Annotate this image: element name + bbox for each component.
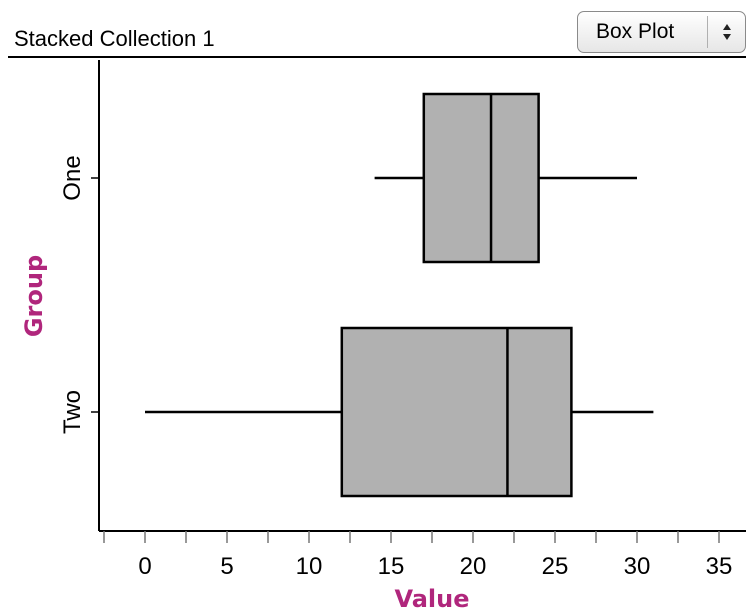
box-one xyxy=(422,92,540,264)
x-tick-label: 15 xyxy=(378,553,405,580)
x-tick-label: 20 xyxy=(460,553,487,580)
x-tick-label: 30 xyxy=(624,553,651,580)
x-tick-label: 10 xyxy=(296,553,323,580)
y-category-label: Two xyxy=(59,390,86,434)
x-tick-label: 25 xyxy=(542,553,569,580)
x-tick-label: 35 xyxy=(706,553,733,580)
header-divider xyxy=(8,56,746,58)
x-axis-title: Value xyxy=(394,585,469,611)
collection-title: Stacked Collection 1 xyxy=(14,26,215,51)
y-category-label: One xyxy=(59,155,86,200)
up-down-chevron-icon[interactable] xyxy=(712,18,742,46)
box-two xyxy=(340,326,573,498)
y-axis-title: Group xyxy=(20,255,48,337)
x-tick-label: 0 xyxy=(138,553,151,580)
plot-type-dropdown[interactable]: Box Plot xyxy=(577,11,746,53)
plot-type-selected-label: Box Plot xyxy=(596,20,675,43)
x-tick-label: 5 xyxy=(220,553,233,580)
dropdown-separator xyxy=(707,16,708,48)
